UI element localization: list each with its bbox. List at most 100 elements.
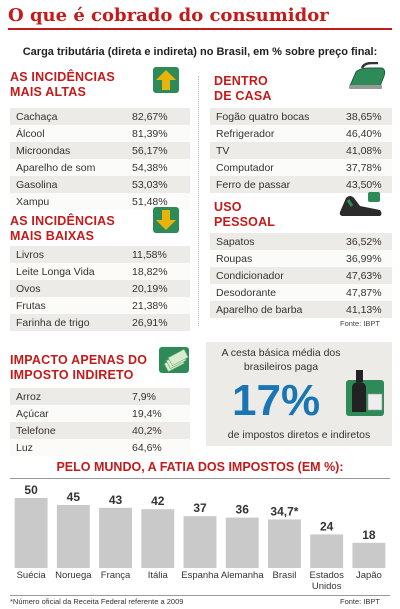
row-value: 64,6% xyxy=(132,441,162,454)
table-row: Fogão quatro bocas 38,65% xyxy=(210,108,392,125)
table-row: Luz 64,6% xyxy=(10,439,190,456)
bar-3 xyxy=(141,509,175,568)
row-value: 40,2% xyxy=(132,424,162,437)
bar-value-label: 42 xyxy=(151,494,165,508)
category-label: Japão xyxy=(356,570,382,581)
section-title-pessoal: USO PESSOAL xyxy=(214,200,275,230)
row-label: Telefone xyxy=(16,424,56,437)
table-row: Microondas 56,17% xyxy=(10,142,190,159)
section-title-altas-line2: MAIS ALTAS xyxy=(10,85,87,99)
section-title-baixas-line1: AS INCIDÊNCIAS xyxy=(10,214,115,228)
bar-7 xyxy=(310,534,344,568)
bar-value-label: 24 xyxy=(320,519,334,533)
table-row: Ferro de passar 43,50% xyxy=(210,176,392,193)
row-label: Álcool xyxy=(16,127,45,140)
row-label: TV xyxy=(216,144,230,157)
table-row: Leite Longa Vida 18,82% xyxy=(10,263,190,280)
bottle-icon xyxy=(346,370,384,416)
row-value: 46,40% xyxy=(346,127,382,140)
row-label: Gasolina xyxy=(16,178,58,191)
category-label: Suécia xyxy=(17,570,47,581)
row-label: Microondas xyxy=(16,144,71,157)
row-label: Ovos xyxy=(16,282,41,295)
row-label: Ferro de passar xyxy=(216,178,291,191)
row-value: 43,50% xyxy=(346,178,382,191)
basket-percentage: 17% xyxy=(232,376,321,425)
world-bar-chart: 50 Suécia 45 Noruega 43 França 42 Itália 37 Espan… xyxy=(14,483,386,592)
banknotes-icon xyxy=(159,347,189,373)
category-label: Brasil xyxy=(273,570,297,581)
bar-value-label: 18 xyxy=(362,528,376,542)
category-label: Unidos xyxy=(312,581,342,592)
arrow-down-icon xyxy=(153,207,179,233)
table-pessoal: Sapatos 36,52% Roupas 36,99% Condicionador… xyxy=(210,233,392,318)
row-label: Sapatos xyxy=(216,235,255,248)
section-title-baixas-line2: MAIS BAIXAS xyxy=(10,229,95,243)
row-value: 20,19% xyxy=(132,282,168,295)
bar-0 xyxy=(14,498,48,568)
row-label: Leite Longa Vida xyxy=(16,265,95,278)
row-value: 36,52% xyxy=(346,235,382,248)
bar-5 xyxy=(225,517,259,568)
row-label: Livros xyxy=(16,248,45,261)
row-value: 47,87% xyxy=(346,286,382,299)
section-title-casa: DENTRO DE CASA xyxy=(214,74,272,104)
row-label: Cachaça xyxy=(16,110,58,123)
page-title: O que é cobrado do consumidor xyxy=(8,4,392,30)
category-label: Itália xyxy=(148,570,169,581)
source-note-bottom: Fonte: IBPT xyxy=(340,597,381,606)
basket-line2: brasileiros paga xyxy=(243,361,319,373)
table-row: Aparelho de som 54,38% xyxy=(10,159,190,176)
table-row: TV 41,08% xyxy=(210,142,392,159)
section-title-indireto-line2: IMPOSTO INDIRETO xyxy=(10,368,134,382)
section-title-altas-line1: AS INCIDÊNCIAS xyxy=(10,70,115,84)
bar-value-label: 36 xyxy=(236,503,250,517)
row-value: 47,63% xyxy=(346,269,382,282)
row-label: Arroz xyxy=(16,390,42,403)
bar-1 xyxy=(56,505,90,568)
section-title-indireto-line1: IMPACTO APENAS DO xyxy=(10,353,148,367)
row-value: 81,39% xyxy=(132,127,168,140)
iron-icon xyxy=(349,62,386,89)
row-value: 26,91% xyxy=(132,316,168,329)
row-label: Aparelho de som xyxy=(16,161,96,174)
source-note-top: Fonte: IBPT xyxy=(340,319,381,328)
row-value: 18,82% xyxy=(132,265,168,278)
table-baixas: Livros 11,58% Leite Longa Vida 18,82% Ovos… xyxy=(10,246,190,331)
bar-8 xyxy=(352,542,386,568)
row-value: 21,38% xyxy=(132,299,168,312)
table-row: Refrigerador 46,40% xyxy=(210,125,392,142)
row-label: Aparelho de barba xyxy=(216,303,303,316)
row-value: 36,99% xyxy=(346,252,382,265)
table-row: Açúcar 19,4% xyxy=(10,405,190,422)
shoe-icon xyxy=(339,192,382,216)
table-row: Condicionador 47,63% xyxy=(210,267,392,284)
bar-4 xyxy=(183,516,217,568)
section-title-casa-line2: DE CASA xyxy=(214,89,272,103)
section-title-altas: AS INCIDÊNCIAS MAIS ALTAS xyxy=(10,70,115,100)
category-label: Noruega xyxy=(55,570,92,581)
row-label: Refrigerador xyxy=(216,127,275,140)
bar-2 xyxy=(99,507,133,568)
bar-value-label: 43 xyxy=(109,493,123,507)
row-value: 41,08% xyxy=(346,144,382,157)
table-row: Aparelho de barba 41,13% xyxy=(210,301,392,318)
table-indireto: Arroz 7,9% Açúcar 19,4% Telefone 40,2% Luz 6… xyxy=(10,388,190,456)
category-label: Estados xyxy=(310,570,345,581)
table-row: Farinha de trigo 26,91% xyxy=(10,314,190,331)
chart-divider-bottom xyxy=(10,595,390,596)
table-row: Telefone 40,2% xyxy=(10,422,190,439)
row-label: Luz xyxy=(16,441,33,454)
row-value: 56,17% xyxy=(132,144,168,157)
row-value: 82,67% xyxy=(132,110,168,123)
subtitle: Carga tributária (direta e indireta) no … xyxy=(22,46,378,58)
row-label: Farinha de trigo xyxy=(16,316,90,329)
section-title-casa-line1: DENTRO xyxy=(214,74,268,88)
bar-6 xyxy=(267,519,301,568)
table-row: Desodorante 47,87% xyxy=(210,284,392,301)
chart-divider-top xyxy=(10,478,390,479)
category-label: Espanha xyxy=(181,570,219,581)
section-title-pessoal-line1: USO xyxy=(214,200,242,214)
arrow-up-icon xyxy=(153,67,179,93)
category-label: Alemanha xyxy=(221,570,264,581)
